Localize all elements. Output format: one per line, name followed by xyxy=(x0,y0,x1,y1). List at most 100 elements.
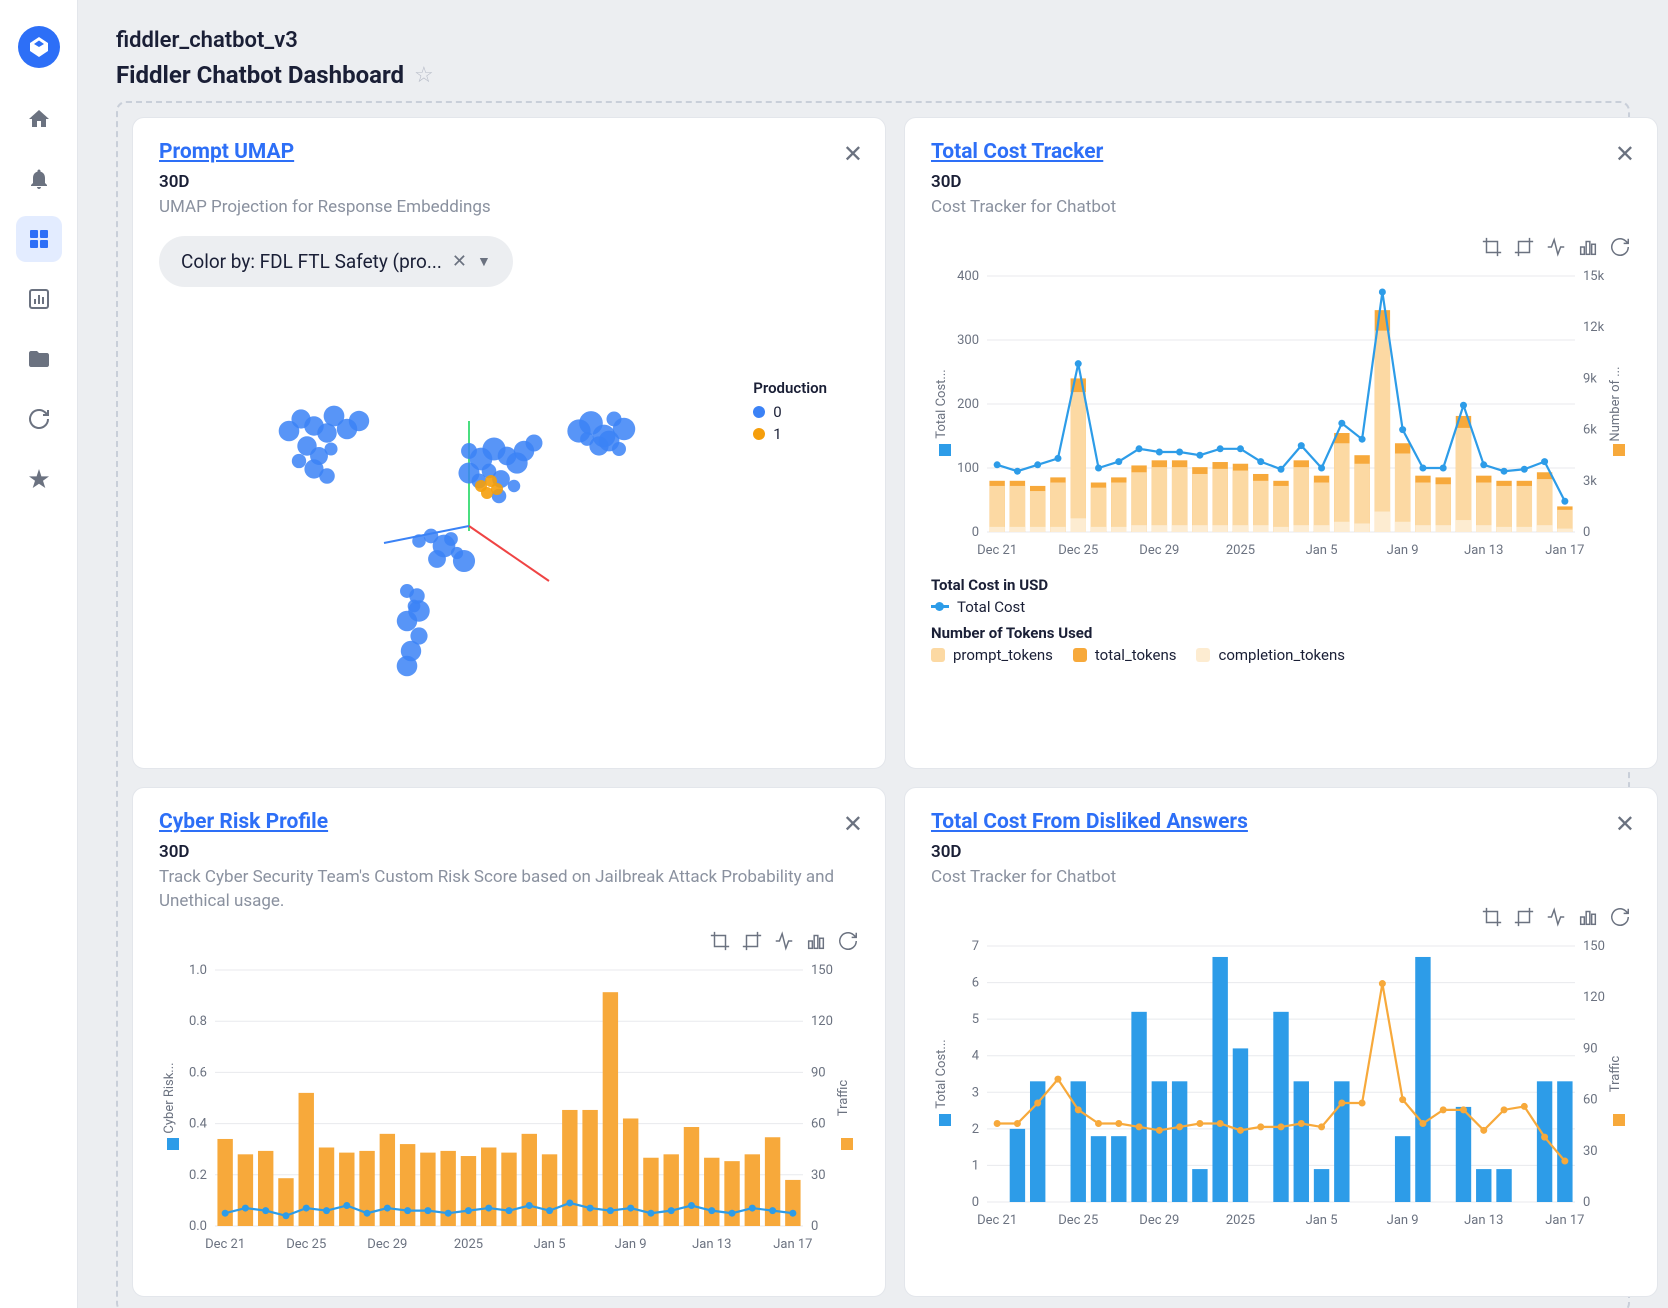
card-subtitle: 30D xyxy=(931,842,1631,862)
legend-title: Production xyxy=(753,379,827,397)
svg-text:0: 0 xyxy=(1583,1195,1590,1210)
svg-text:Jan 17: Jan 17 xyxy=(1545,1213,1584,1228)
svg-text:2: 2 xyxy=(972,1122,979,1137)
tool-pulse-icon[interactable] xyxy=(1545,906,1567,928)
color-by-selector[interactable]: Color by: FDL FTL Safety (pro... ✕ ▼ xyxy=(159,236,513,287)
tool-crop2-icon[interactable] xyxy=(1513,236,1535,258)
cost-legend: Total Cost in USD Total Cost Number of T… xyxy=(931,576,1631,664)
nav-refresh[interactable] xyxy=(16,396,62,442)
clear-icon[interactable]: ✕ xyxy=(452,251,467,272)
svg-text:6: 6 xyxy=(972,975,979,990)
cyber-chart: 0.00.20.40.60.81.00306090120150Dec 21Dec… xyxy=(159,960,859,1260)
svg-text:120: 120 xyxy=(811,1014,833,1029)
nav-notifications[interactable] xyxy=(16,156,62,202)
chart-toolbar xyxy=(159,930,859,952)
disliked-chart: 012345670306090120150Dec 21Dec 25Dec 292… xyxy=(931,936,1631,1236)
svg-text:Dec 25: Dec 25 xyxy=(1058,1213,1098,1228)
close-icon[interactable]: ✕ xyxy=(1615,140,1635,169)
card-subtitle: 30D xyxy=(159,172,859,192)
svg-text:Dec 25: Dec 25 xyxy=(1058,543,1098,558)
tool-crop-icon[interactable] xyxy=(1481,236,1503,258)
svg-text:0.6: 0.6 xyxy=(189,1065,207,1080)
svg-text:2025: 2025 xyxy=(1226,1213,1255,1228)
tool-refresh-icon[interactable] xyxy=(1609,236,1631,258)
svg-text:2025: 2025 xyxy=(1226,543,1255,558)
header: fiddler_chatbot_v3 Fiddler Chatbot Dashb… xyxy=(116,28,1630,89)
close-icon[interactable]: ✕ xyxy=(843,140,863,169)
card-title[interactable]: Cyber Risk Profile xyxy=(159,810,859,834)
svg-text:Jan 9: Jan 9 xyxy=(1387,543,1419,558)
svg-text:Jan 5: Jan 5 xyxy=(1306,543,1338,558)
svg-text:30: 30 xyxy=(1583,1144,1598,1159)
legend-label: Total Cost in USD xyxy=(931,576,1631,594)
tool-crop2-icon[interactable] xyxy=(1513,906,1535,928)
card-title[interactable]: Total Cost Tracker xyxy=(931,140,1631,164)
card-desc: UMAP Projection for Response Embeddings xyxy=(159,196,859,220)
close-icon[interactable]: ✕ xyxy=(843,810,863,839)
tool-crop-icon[interactable] xyxy=(709,930,731,952)
card-title[interactable]: Prompt UMAP xyxy=(159,140,859,164)
main-content: fiddler_chatbot_v3 Fiddler Chatbot Dashb… xyxy=(78,0,1668,1308)
nav-folder[interactable] xyxy=(16,336,62,382)
svg-text:3k: 3k xyxy=(1583,474,1597,489)
nav-star[interactable] xyxy=(16,456,62,502)
svg-text:Jan 5: Jan 5 xyxy=(1306,1213,1338,1228)
nav-analytics[interactable] xyxy=(16,276,62,322)
svg-text:0.2: 0.2 xyxy=(189,1167,207,1182)
legend-item: Total Cost xyxy=(957,598,1025,616)
favorite-star-icon[interactable]: ☆ xyxy=(414,63,434,88)
close-icon[interactable]: ✕ xyxy=(1615,810,1635,839)
svg-text:60: 60 xyxy=(811,1116,826,1131)
card-desc: Track Cyber Security Team's Custom Risk … xyxy=(159,866,859,914)
svg-text:Jan 9: Jan 9 xyxy=(615,1237,647,1252)
logo[interactable] xyxy=(18,26,60,68)
svg-text:Dec 29: Dec 29 xyxy=(1139,543,1179,558)
svg-text:30: 30 xyxy=(811,1167,826,1182)
svg-text:Number of ...: Number of ... xyxy=(1608,366,1623,441)
svg-text:Dec 21: Dec 21 xyxy=(977,1213,1017,1228)
svg-text:400: 400 xyxy=(957,269,979,284)
card-cyber-risk: ✕ Cyber Risk Profile 30D Track Cyber Sec… xyxy=(132,787,886,1297)
card-umap: ✕ Prompt UMAP 30D UMAP Projection for Re… xyxy=(132,117,886,769)
svg-text:Jan 17: Jan 17 xyxy=(773,1237,812,1252)
legend-swatch-line xyxy=(931,605,949,608)
svg-text:300: 300 xyxy=(957,333,979,348)
tool-pulse-icon[interactable] xyxy=(773,930,795,952)
nav-dashboard[interactable] xyxy=(16,216,62,262)
dashboard-grid: ✕ Prompt UMAP 30D UMAP Projection for Re… xyxy=(116,101,1630,1308)
tool-pulse-icon[interactable] xyxy=(1545,236,1567,258)
tool-refresh-icon[interactable] xyxy=(1609,906,1631,928)
tool-refresh-icon[interactable] xyxy=(837,930,859,952)
legend-swatch xyxy=(1196,648,1210,662)
nav-home[interactable] xyxy=(16,96,62,142)
color-by-label: Color by: FDL FTL Safety (pro... xyxy=(181,250,442,273)
tool-crop-icon[interactable] xyxy=(1481,906,1503,928)
svg-text:15k: 15k xyxy=(1583,269,1605,284)
chart-toolbar xyxy=(931,236,1631,258)
svg-text:Cyber Risk...: Cyber Risk... xyxy=(162,1062,177,1133)
tool-bar-icon[interactable] xyxy=(805,930,827,952)
page-title: Fiddler Chatbot Dashboard xyxy=(116,61,404,89)
svg-text:2025: 2025 xyxy=(454,1237,483,1252)
svg-text:150: 150 xyxy=(811,963,833,978)
svg-text:120: 120 xyxy=(1583,990,1605,1005)
svg-text:Jan 13: Jan 13 xyxy=(1464,543,1503,558)
card-title[interactable]: Total Cost From Disliked Answers xyxy=(931,810,1631,834)
svg-text:0: 0 xyxy=(811,1219,818,1234)
card-subtitle: 30D xyxy=(159,842,859,862)
svg-text:1.0: 1.0 xyxy=(189,963,207,978)
tool-crop2-icon[interactable] xyxy=(741,930,763,952)
svg-text:90: 90 xyxy=(1583,1041,1598,1056)
chevron-down-icon[interactable]: ▼ xyxy=(477,253,491,270)
svg-text:Dec 25: Dec 25 xyxy=(286,1237,326,1252)
card-subtitle: 30D xyxy=(931,172,1631,192)
svg-text:12k: 12k xyxy=(1583,320,1605,335)
svg-text:6k: 6k xyxy=(1583,422,1597,437)
sidebar xyxy=(0,0,78,1308)
svg-text:60: 60 xyxy=(1583,1092,1598,1107)
svg-text:Dec 21: Dec 21 xyxy=(205,1237,245,1252)
svg-text:0.8: 0.8 xyxy=(189,1014,207,1029)
svg-text:Dec 29: Dec 29 xyxy=(367,1237,407,1252)
tool-bar-icon[interactable] xyxy=(1577,906,1599,928)
tool-bar-icon[interactable] xyxy=(1577,236,1599,258)
